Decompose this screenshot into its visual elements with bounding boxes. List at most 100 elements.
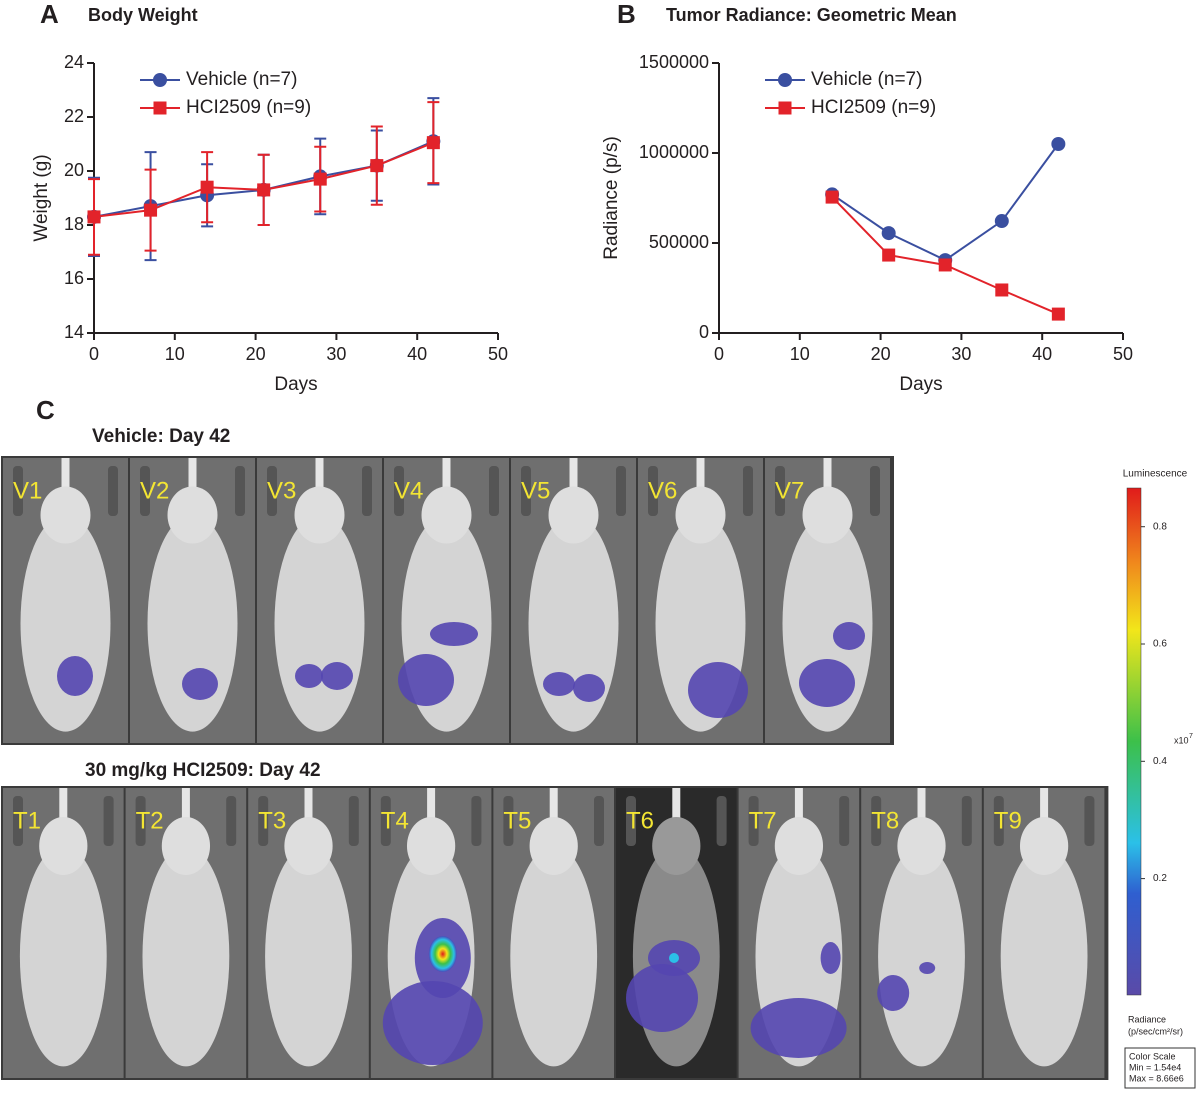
x-tick-label: 50 — [1113, 344, 1133, 364]
nose-holder — [181, 788, 190, 828]
signal-blob — [799, 659, 855, 707]
data-point — [938, 258, 952, 272]
box-title: Color Scale — [1129, 1051, 1176, 1061]
nose-holder — [917, 788, 926, 828]
y-tick-label: 24 — [64, 52, 84, 72]
y-tick-label: 18 — [64, 214, 84, 234]
scale-exponent: 7 — [1189, 733, 1193, 740]
legend-label: Vehicle (n=7) — [811, 69, 922, 90]
legend-marker — [778, 101, 792, 115]
signal-blob — [382, 981, 483, 1065]
chart-title: Tumor Radiance: Geometric Mean — [666, 5, 957, 25]
mouse-label: V4 — [394, 477, 423, 504]
signal-blob — [820, 942, 841, 974]
x-tick-label: 10 — [165, 344, 185, 364]
mouse-body — [1000, 846, 1088, 1067]
data-point — [426, 136, 440, 150]
nose-holder — [315, 458, 324, 498]
signal-blob — [877, 975, 910, 1011]
mouse-head — [167, 486, 218, 544]
cage-bar — [13, 796, 23, 846]
color-bar — [1126, 487, 1142, 996]
nose-holder — [569, 458, 578, 498]
cage-bar — [348, 796, 359, 846]
cage-bar — [521, 466, 531, 516]
x-tick-label: 0 — [89, 344, 99, 364]
mouse-head — [284, 817, 333, 875]
mouse-label: V3 — [267, 477, 296, 504]
nose-holder — [794, 788, 803, 828]
y-tick-label: 14 — [64, 322, 84, 342]
signal-blob — [57, 656, 93, 696]
scale-multiplier: x10 — [1174, 735, 1189, 745]
y-axis-label: Radiance (p/s) — [601, 136, 622, 260]
signal-blob — [688, 662, 748, 718]
cage-bar — [871, 796, 882, 846]
cage-bar — [716, 796, 727, 846]
scale-tick-label: 0.2 — [1153, 873, 1167, 884]
mouse-body — [147, 515, 238, 732]
signal-blob — [398, 654, 454, 706]
x-axis-label: Days — [899, 374, 942, 395]
mouse-head — [1019, 817, 1069, 875]
cage-bar — [235, 466, 245, 516]
data-point — [881, 226, 896, 241]
mouse-label: T8 — [871, 807, 899, 834]
mouse-label: T5 — [503, 807, 531, 834]
legend-label: HCI2509 (n=9) — [186, 97, 311, 118]
cage-bar — [961, 796, 972, 846]
cage-bar — [140, 466, 150, 516]
cage-bar — [748, 796, 759, 846]
mouse-head — [406, 817, 456, 875]
cage-bar — [394, 466, 404, 516]
nose-holder — [823, 458, 832, 498]
signal-blob — [182, 668, 218, 700]
mouse-body — [878, 846, 965, 1067]
y-tick-label: 1500000 — [639, 52, 709, 72]
x-tick-label: 40 — [1032, 344, 1052, 364]
legend-label: Vehicle (n=7) — [186, 69, 297, 90]
mouse-label: V7 — [775, 477, 804, 504]
data-point — [87, 210, 101, 224]
mouse-head — [39, 817, 88, 875]
chart-title: Body Weight — [88, 5, 198, 25]
cage-bar — [13, 466, 23, 516]
cage-bar — [648, 466, 658, 516]
data-point — [995, 283, 1009, 297]
data-point — [313, 172, 327, 186]
mouse-body — [528, 515, 619, 732]
cage-bar — [362, 466, 372, 516]
x-tick-label: 30 — [326, 344, 346, 364]
x-tick-label: 50 — [488, 344, 508, 364]
mouse-head — [774, 817, 824, 875]
data-point — [144, 203, 158, 217]
y-tick-label: 20 — [64, 160, 84, 180]
signal-blob — [321, 662, 353, 690]
signal-blob — [919, 962, 936, 974]
mouse-label: T3 — [258, 807, 286, 834]
x-tick-label: 40 — [407, 344, 427, 364]
legend-label: HCI2509 (n=9) — [811, 97, 936, 118]
signal-blob — [833, 622, 865, 650]
x-tick-label: 20 — [246, 344, 266, 364]
data-point — [200, 180, 214, 194]
y-tick-label: 22 — [64, 106, 84, 126]
mouse-label: V6 — [648, 477, 677, 504]
nose-holder — [304, 788, 313, 828]
mouse-label: V2 — [140, 477, 169, 504]
cage-bar — [594, 796, 604, 846]
cage-bar — [839, 796, 850, 846]
scale-tick-label: 0.4 — [1153, 756, 1167, 767]
signal-blob — [626, 964, 698, 1032]
cage-bar — [226, 796, 237, 846]
cage-bar — [775, 466, 785, 516]
mouse-label: T6 — [626, 807, 654, 834]
mouse-head — [802, 486, 853, 544]
mouse-body — [142, 846, 230, 1067]
mouse-head — [529, 817, 578, 875]
signal-blob — [430, 622, 478, 646]
data-point — [1051, 137, 1066, 151]
nose-holder — [696, 458, 705, 498]
x-tick-label: 30 — [951, 344, 971, 364]
cage-bar — [616, 466, 626, 516]
